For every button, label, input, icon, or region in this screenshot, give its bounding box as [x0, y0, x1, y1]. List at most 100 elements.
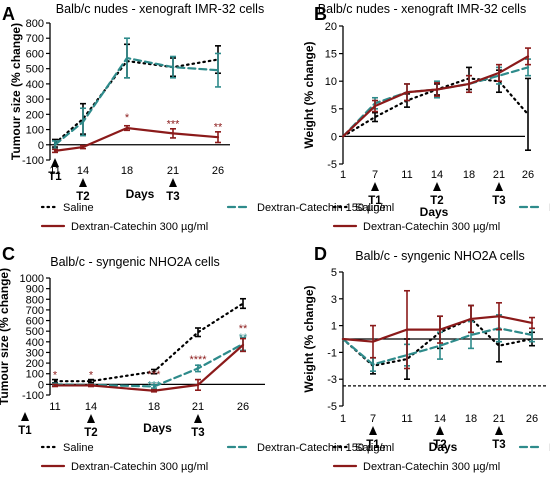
legend-label: Dextran-Catechin 300 µg/ml	[363, 461, 500, 473]
legend-label: Saline	[355, 442, 386, 454]
significance-label: *	[196, 363, 201, 375]
y-tick-label: 200	[26, 358, 44, 370]
significance-label: ****	[189, 354, 207, 366]
y-tick-label: -100	[22, 155, 44, 167]
y-tick-label: 700	[26, 33, 44, 45]
legend-label: Dextran-Catechin 150 µg/ml	[257, 442, 394, 454]
x-tick-label: 26	[237, 401, 249, 413]
x-tick-label: 21	[192, 401, 204, 413]
x-tick-label: 11	[401, 413, 412, 425]
x-axis-label: Days	[126, 187, 155, 201]
treatment-arrow-icon	[433, 182, 441, 191]
y-tick-label: 100	[26, 125, 44, 137]
treatment-label: T2	[84, 427, 97, 439]
y-tick-label: 300	[26, 94, 44, 106]
x-axis-label: Days	[429, 440, 458, 454]
y-tick-label: -1	[327, 347, 337, 359]
treatment-arrow-icon	[371, 182, 379, 191]
legend-label: Dextran-Catechin 300 µg/ml	[71, 221, 208, 233]
panel-letter: C	[2, 244, 15, 264]
series-dex300	[341, 289, 535, 370]
treatment-arrow-icon	[51, 158, 59, 167]
y-tick-label: 0	[38, 379, 44, 391]
treatment-arrow-icon	[495, 426, 503, 435]
series-line	[53, 58, 220, 145]
series-line	[53, 56, 220, 146]
treatment-label: T3	[166, 191, 179, 203]
y-tick-label: 1	[331, 321, 337, 333]
panel-title: Balb/c - syngenic NHO2A cells	[50, 255, 220, 269]
x-tick-label: 1	[340, 169, 346, 181]
series-dex300	[341, 47, 531, 138]
series-dex300	[52, 124, 221, 154]
panel-D: D Balb/c - syngenic NHO2A cells -5 -3 -1 1 3 5 W…	[302, 244, 550, 473]
panel-letter: A	[2, 4, 15, 24]
y-tick-label: 900	[26, 284, 44, 296]
y-tick-label: 20	[325, 21, 337, 33]
x-tick-label: 26	[526, 413, 538, 425]
legend-label: Saline	[355, 202, 386, 214]
treatment-arrow-icon	[169, 178, 177, 187]
legend-label: Dextran-Catechin 300 µg/ml	[363, 221, 500, 233]
series-line	[53, 126, 220, 152]
treatment-label: T1	[368, 195, 382, 207]
y-tick-label: -100	[22, 390, 44, 402]
x-tick-label: 7	[370, 413, 376, 425]
significance-label: *	[53, 370, 58, 382]
x-tick-label: 18	[465, 413, 477, 425]
y-axis-label: Weight (% change)	[302, 285, 316, 392]
panel-title: Balb/c - syngenic NHO2A cells	[355, 249, 525, 263]
treatment-label: T2	[76, 191, 89, 203]
significance-label: **	[214, 121, 223, 133]
treatment-label: T3	[492, 439, 505, 451]
y-tick-label: 5	[331, 267, 337, 279]
significance-label: *	[89, 370, 94, 382]
y-tick-label: 600	[26, 316, 44, 328]
legend-label: Dextran-Catechin 150 µg/ml	[257, 202, 394, 214]
treatment-arrow-icon	[495, 182, 503, 191]
significance-label: **	[239, 323, 248, 335]
treatment-label: T2	[430, 195, 443, 207]
treatment-arrow-icon	[436, 426, 444, 435]
x-tick-label: 21	[493, 169, 505, 181]
series-line	[341, 66, 530, 138]
y-tick-label: 3	[331, 294, 337, 306]
x-tick-label: 7	[372, 169, 378, 181]
treatment-label: T2	[433, 439, 446, 451]
panel-C: C Balb/c - syngenic NHO2A cells -100010020…	[0, 244, 394, 473]
y-tick-label: 700	[26, 305, 44, 317]
treatment-label: T3	[492, 195, 505, 207]
y-tick-label: -3	[327, 374, 337, 386]
x-tick-label: 14	[77, 165, 89, 177]
y-tick-label: 600	[26, 48, 44, 60]
legend-label: Saline	[63, 442, 94, 454]
y-tick-label: 300	[26, 347, 44, 359]
x-tick-label: 14	[85, 401, 97, 413]
treatment-arrow-icon	[194, 414, 202, 423]
treatment-arrow-icon	[79, 178, 87, 187]
y-tick-label: 0	[38, 140, 44, 152]
treatment-label: T3	[191, 427, 204, 439]
y-axis-label: Weight (% change)	[302, 41, 316, 148]
y-tick-label: 500	[26, 64, 44, 76]
treatment-arrow-icon	[369, 426, 377, 435]
y-axis-label: Tumour size (% change)	[0, 268, 11, 405]
significance-label: ***	[148, 369, 162, 381]
series-dex150	[52, 37, 221, 150]
panel-title: Balb/c nudes - xenograft IMR-32 cells	[56, 2, 264, 16]
y-tick-label: 5	[331, 104, 337, 116]
x-tick-label: 26	[212, 165, 224, 177]
x-tick-label: 18	[121, 165, 133, 177]
x-tick-label: 26	[522, 169, 534, 181]
significance-label: *	[125, 112, 130, 124]
panel-letter: D	[314, 244, 327, 264]
x-tick-label: 14	[434, 413, 446, 425]
x-axis-label: Days	[420, 205, 449, 219]
treatment-arrow-icon	[87, 414, 95, 423]
x-tick-label: 14	[431, 169, 443, 181]
